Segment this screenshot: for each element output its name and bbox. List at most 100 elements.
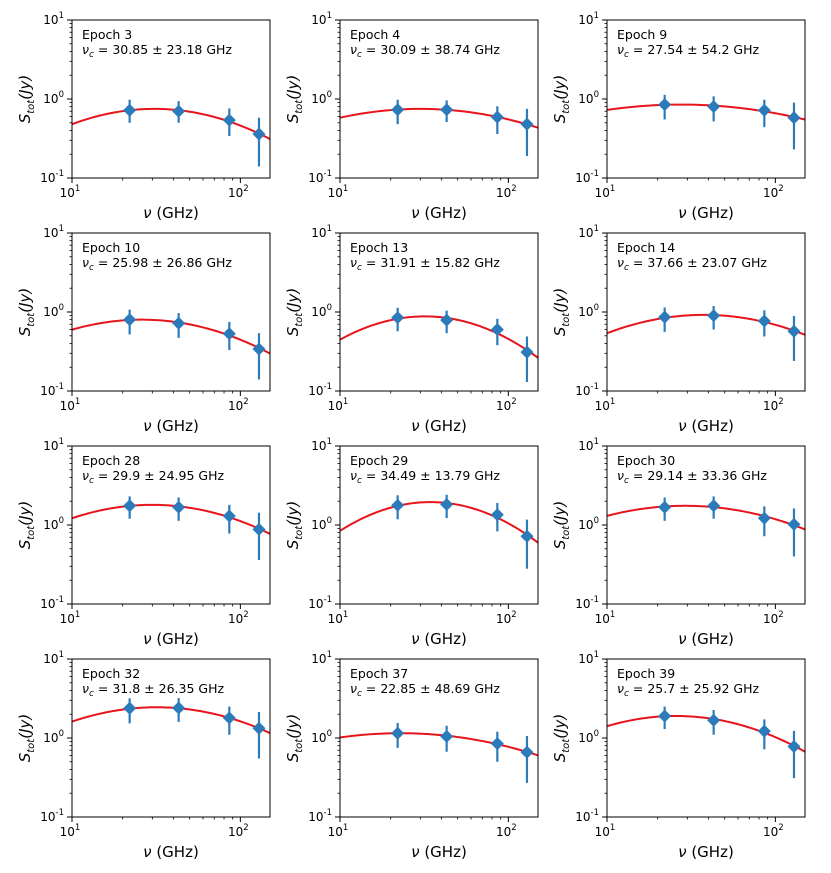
epoch-title: Epoch 39 (617, 666, 675, 681)
y-tick-label: 101 (311, 224, 332, 240)
x-axis-label: ν (GHz) (411, 417, 467, 435)
y-tick-label: 101 (578, 437, 599, 453)
data-point (520, 117, 534, 131)
data-point (757, 103, 771, 117)
subplot-epoch-4: 10-1 100 101 101 102 Epoch 4νc = 30.09 ± 38.7… (284, 11, 539, 222)
y-tick-label: 100 (43, 90, 64, 106)
epoch-title: Epoch 3 (82, 27, 132, 42)
x-axis-label: ν (GHz) (678, 843, 734, 861)
data-point (707, 309, 721, 323)
y-axis-label: Stot(Jy) (284, 714, 305, 763)
y-tick-label: 10-1 (308, 595, 332, 611)
x-axis-label: ν (GHz) (678, 417, 734, 435)
data-point (787, 517, 801, 531)
fit-curve (340, 732, 538, 757)
y-axis-label: Stot(Jy) (284, 288, 305, 337)
x-tick-label: 101 (328, 610, 349, 626)
nu-c-annotation: νc = 37.66 ± 23.07 GHz (617, 255, 767, 273)
data-point (787, 324, 801, 338)
x-axis-label: ν (GHz) (143, 843, 199, 861)
data-point (222, 711, 236, 725)
data-point (757, 511, 771, 525)
y-axis-label: Stot(Jy) (551, 75, 572, 124)
y-tick-label: 101 (578, 650, 599, 666)
y-tick-label: 101 (43, 437, 64, 453)
y-tick-label: 10-1 (575, 382, 599, 398)
y-tick-label: 100 (43, 729, 64, 745)
x-tick-label: 101 (595, 610, 616, 626)
data-point (440, 313, 454, 327)
fit-curve (607, 714, 805, 753)
data-point (490, 508, 504, 522)
y-axis-label: Stot(Jy) (16, 714, 37, 763)
x-axis-label: ν (GHz) (143, 630, 199, 648)
data-point (123, 701, 137, 715)
y-axis-label: Stot(Jy) (16, 288, 37, 337)
y-axis-label: Stot(Jy) (16, 75, 37, 124)
epoch-title: Epoch 28 (82, 453, 140, 468)
x-axis-label: ν (GHz) (143, 417, 199, 435)
data-point (787, 111, 801, 125)
fit-curve (72, 107, 270, 140)
epoch-title: Epoch 4 (350, 27, 400, 42)
x-tick-label: 101 (60, 823, 81, 839)
y-tick-label: 100 (311, 90, 332, 106)
x-axis-label: ν (GHz) (143, 204, 199, 222)
x-tick-label: 102 (763, 397, 784, 413)
data-point (252, 721, 266, 735)
epoch-title: Epoch 10 (82, 240, 140, 255)
y-tick-label: 101 (311, 437, 332, 453)
data-point (222, 327, 236, 341)
y-axis-label: Stot(Jy) (16, 501, 37, 550)
x-tick-label: 101 (328, 823, 349, 839)
data-point (520, 345, 534, 359)
nu-c-annotation: νc = 25.7 ± 25.92 GHz (617, 681, 759, 699)
y-axis-label: Stot(Jy) (284, 75, 305, 124)
y-tick-label: 10-1 (40, 808, 64, 824)
epoch-title: Epoch 14 (617, 240, 675, 255)
x-axis-label: ν (GHz) (411, 843, 467, 861)
y-tick-label: 101 (43, 11, 64, 27)
x-tick-label: 102 (763, 610, 784, 626)
x-tick-label: 101 (60, 610, 81, 626)
y-tick-label: 100 (311, 516, 332, 532)
nu-c-annotation: νc = 29.14 ± 33.36 GHz (617, 468, 767, 486)
fit-curve (72, 503, 270, 535)
data-point (520, 745, 534, 759)
data-point (658, 310, 672, 324)
y-tick-label: 100 (578, 516, 599, 532)
data-point (172, 104, 186, 118)
x-tick-label: 102 (496, 610, 517, 626)
x-tick-label: 101 (328, 397, 349, 413)
fit-curve (607, 504, 805, 531)
x-tick-label: 102 (228, 184, 249, 200)
epoch-title: Epoch 37 (350, 666, 408, 681)
data-point (490, 323, 504, 337)
x-tick-label: 101 (595, 397, 616, 413)
data-point (391, 311, 405, 325)
x-tick-label: 101 (60, 397, 81, 413)
data-point (757, 724, 771, 738)
data-point (440, 497, 454, 511)
x-tick-label: 101 (328, 184, 349, 200)
y-tick-label: 101 (43, 224, 64, 240)
data-point (787, 740, 801, 754)
y-tick-label: 10-1 (308, 169, 332, 185)
epoch-title: Epoch 9 (617, 27, 667, 42)
y-tick-label: 100 (43, 303, 64, 319)
y-axis-label: Stot(Jy) (284, 501, 305, 550)
nu-c-annotation: νc = 22.85 ± 48.69 GHz (350, 681, 500, 699)
y-tick-label: 10-1 (575, 169, 599, 185)
y-tick-label: 101 (311, 650, 332, 666)
y-tick-label: 10-1 (308, 382, 332, 398)
x-tick-label: 101 (595, 184, 616, 200)
data-point (440, 103, 454, 117)
data-point (172, 316, 186, 330)
epoch-title: Epoch 13 (350, 240, 408, 255)
subplot-epoch-9: 10-1 100 101 101 102 Epoch 9νc = 27.54 ± 54.2… (551, 11, 806, 222)
fit-curve (340, 315, 538, 359)
nu-c-annotation: νc = 27.54 ± 54.2 GHz (617, 42, 759, 60)
